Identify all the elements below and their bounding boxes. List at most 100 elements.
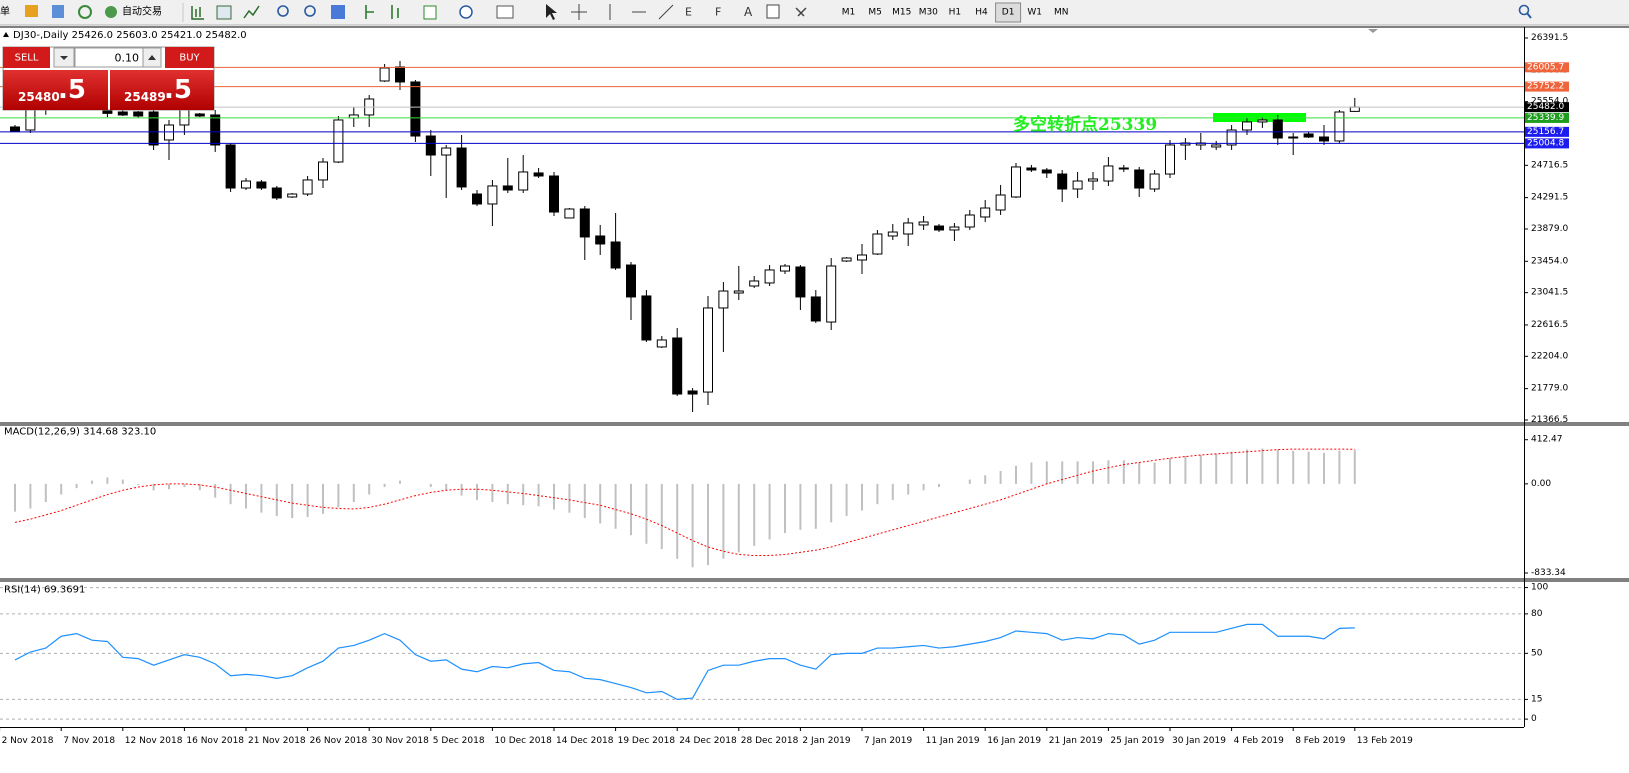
candle-body	[703, 307, 713, 393]
candle-body	[687, 390, 698, 395]
sell-button[interactable]	[3, 47, 50, 68]
x-tick-label: 2 Jan 2019	[802, 736, 850, 746]
x-tick-label: 21 Jan 2019	[1049, 736, 1103, 746]
toolbar-item[interactable]: 自动交易	[122, 5, 162, 18]
lot-value[interactable]: 0.10	[115, 52, 140, 65]
x-tick-label: 13 Feb 2019	[1357, 736, 1413, 746]
candle-body	[718, 290, 729, 309]
tool-icon[interactable]	[78, 5, 92, 19]
candle-body	[472, 193, 482, 205]
y-tick-label: 22204.0	[1531, 351, 1568, 361]
timeframe-label[interactable]: W1	[1027, 8, 1042, 18]
bid-price[interactable]: 25480	[18, 90, 60, 104]
timeframe-button[interactable]	[969, 3, 994, 22]
tool-icon[interactable]	[496, 5, 514, 19]
tool-icon[interactable]	[365, 5, 399, 19]
candle-body	[210, 114, 221, 146]
x-tick-label: 11 Jan 2019	[926, 736, 980, 746]
candle-body	[518, 171, 529, 191]
candle-body	[564, 208, 575, 219]
price-level-label-bg	[1525, 81, 1569, 92]
candle-body	[148, 111, 159, 146]
tool-icon[interactable]	[52, 5, 64, 18]
timeframe-label[interactable]: M15	[892, 8, 911, 18]
timeframe-button[interactable]	[889, 3, 915, 22]
candle-body	[502, 185, 513, 191]
candle-body	[1149, 173, 1160, 190]
timeframe-label[interactable]: MN	[1054, 8, 1069, 18]
x-tick-label: 12 Nov 2018	[125, 736, 183, 746]
tool-icon[interactable]	[191, 6, 204, 20]
tool-icon[interactable]	[331, 5, 345, 19]
tool-icon[interactable]	[243, 5, 260, 19]
price-level-label: 25482.0	[1527, 102, 1564, 112]
candle-body	[10, 126, 20, 132]
tool-icon[interactable]: F	[715, 6, 721, 19]
timeframe-label[interactable]: M30	[919, 8, 938, 18]
candle-body	[995, 194, 1006, 211]
x-tick-label: 30 Nov 2018	[371, 736, 429, 746]
candle-body	[1041, 169, 1052, 174]
x-tick-label: 16 Jan 2019	[987, 736, 1041, 746]
bid-pips[interactable]: .5	[58, 75, 86, 105]
buy-button[interactable]	[165, 47, 214, 68]
candle-body	[441, 147, 452, 156]
ask-box[interactable]	[110, 70, 214, 110]
tool-icon[interactable]	[216, 5, 232, 20]
tool-icon[interactable]: E	[685, 6, 692, 19]
ohlc: 25426.0	[72, 30, 113, 41]
candle-body	[1118, 167, 1129, 170]
price-level-label-bg	[1525, 126, 1569, 137]
tool-icon[interactable]	[459, 5, 473, 19]
candle-body	[1011, 166, 1021, 198]
buy-label[interactable]: BUY	[179, 53, 200, 64]
timeframe-label[interactable]: D1	[1002, 8, 1015, 18]
timeframe-button[interactable]	[942, 3, 968, 22]
candle-body	[549, 175, 559, 213]
trade-panel: SELL 0.10 BUY 25480 .5 25489 .5	[2, 46, 215, 111]
bid-box[interactable]	[3, 70, 108, 110]
tool-icon[interactable]	[571, 4, 674, 20]
timeframe-button[interactable]	[1022, 3, 1048, 22]
candle-body	[626, 264, 636, 298]
tool-icon[interactable]	[105, 6, 117, 18]
tool-icon[interactable]	[546, 4, 557, 20]
annotation: 多空转折点25339	[1013, 114, 1157, 135]
timeframe-button[interactable]	[995, 2, 1022, 23]
tool-icon[interactable]	[766, 4, 780, 19]
x-tick-label: 4 Feb 2019	[1234, 736, 1285, 746]
collapse-icon[interactable]	[3, 32, 9, 37]
tool-icon[interactable]	[304, 5, 316, 17]
tool-icon[interactable]	[277, 5, 289, 17]
candle-body	[579, 208, 590, 238]
price-level-label-bg	[1525, 138, 1569, 149]
timeframe-label[interactable]: H1	[949, 8, 962, 18]
search-icon[interactable]	[1518, 4, 1530, 16]
candle-body	[487, 185, 498, 205]
tool-icon[interactable]	[25, 5, 38, 17]
toolbar: 单 自动交易 E F A M1 M5 M15 M30 H1 H4 D1 W1 MN	[0, 0, 1629, 26]
timeframe-label[interactable]: M1	[842, 8, 856, 18]
toolbar-bg	[0, 0, 1629, 25]
sell-label[interactable]: SELL	[15, 53, 39, 64]
tool-icon[interactable]	[423, 5, 437, 20]
x-tick-label: 24 Dec 2018	[679, 736, 737, 746]
ask-price[interactable]: 25489	[124, 90, 166, 104]
timeframe-button[interactable]	[836, 3, 861, 22]
toolbar-item[interactable]: 单	[0, 6, 10, 18]
rsi-title: RSI(14) 69.3691	[4, 585, 85, 596]
timeframe-label[interactable]: M5	[868, 8, 882, 18]
timeframe-button[interactable]	[1048, 3, 1074, 22]
tool-icon[interactable]: A	[744, 5, 753, 19]
x-tick-label: 10 Dec 2018	[494, 736, 552, 746]
ask-pips[interactable]: .5	[164, 75, 192, 105]
timeframe-button[interactable]	[862, 3, 888, 22]
timeframe-button[interactable]	[915, 3, 941, 22]
y-tick-label: 412.47	[1531, 435, 1563, 445]
symbol: DJ30-,Daily	[13, 30, 69, 41]
candle-body	[133, 111, 144, 117]
y-tick-label: 21779.0	[1531, 384, 1568, 394]
y-tick-label: 22616.5	[1531, 320, 1568, 330]
tool-icon[interactable]	[795, 7, 807, 17]
timeframe-label[interactable]: H4	[975, 8, 988, 18]
